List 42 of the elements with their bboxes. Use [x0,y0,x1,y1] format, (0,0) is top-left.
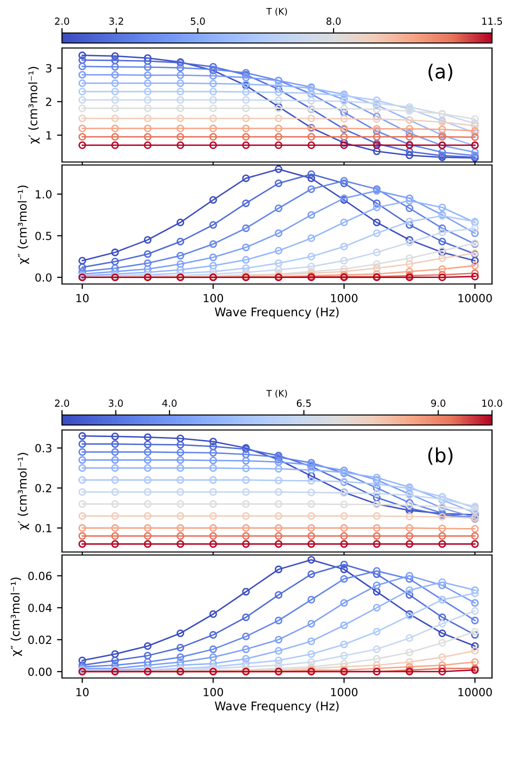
color-bar-label: 5.0 [190,18,205,25]
annotation: (a) [428,64,452,82]
y-tick-label: 0.3 [35,444,52,452]
x-tick-label: 100 [204,688,224,696]
x-tick-label: 1000 [331,294,358,302]
color-bar-label: 9.0 [431,400,446,407]
color-bar-label: 2.0 [54,400,70,407]
x-tick-label: 10000 [458,294,492,302]
y-tick-label: 1.0 [36,190,52,199]
x-tick-label: 10000 [458,688,492,696]
y-tick-label: 0.5 [35,232,52,240]
y-tick-label: 0.04 [28,604,52,612]
color-bar-title: T (K) [266,8,287,16]
y-tick-label: 0.06 [28,572,52,580]
color-bar-label: 3.0 [108,400,123,407]
color-bar-title: T (K) [266,390,287,398]
color-bar-label: 2.0 [54,18,70,25]
x-tick-label: 100 [204,294,224,302]
y-tick-label: 1 [46,131,52,140]
y-axis-title: χ′ (cm³mol⁻¹) [28,66,40,144]
x-axis-title: Wave Frequency (Hz) [214,701,339,713]
x-tick-label: 1000 [331,688,358,696]
y-tick-label: 0.2 [35,484,52,492]
y-tick-label: 0.0 [35,273,52,282]
annotation: (b) [428,447,452,465]
x-tick-label: 10 [76,294,89,302]
y-axis-title: χ′ (cm³mol⁻¹) [18,452,30,530]
color-bar-label: 6.5 [296,400,311,407]
x-tick-label: 10 [76,688,89,696]
color-bar-label: 4.0 [162,400,177,407]
color-bar-label: 8.0 [326,18,341,25]
y-axis-title: χ″ (cm³mol⁻¹) [18,186,30,264]
y-tick-label: 0.1 [35,524,52,532]
color-bar-label: 11.5 [482,18,502,25]
x-axis-title: Wave Frequency (Hz) [214,307,339,319]
color-bar-label: 10.0 [482,400,502,407]
y-tick-label: 3 [46,64,52,72]
y-tick-label: 0.02 [28,636,52,644]
y-tick-label: 0.00 [28,668,52,676]
y-axis-title: χ″ (cm³mol⁻¹) [10,578,22,656]
y-tick-label: 2 [46,98,52,106]
color-bar-label: 3.2 [109,18,124,25]
